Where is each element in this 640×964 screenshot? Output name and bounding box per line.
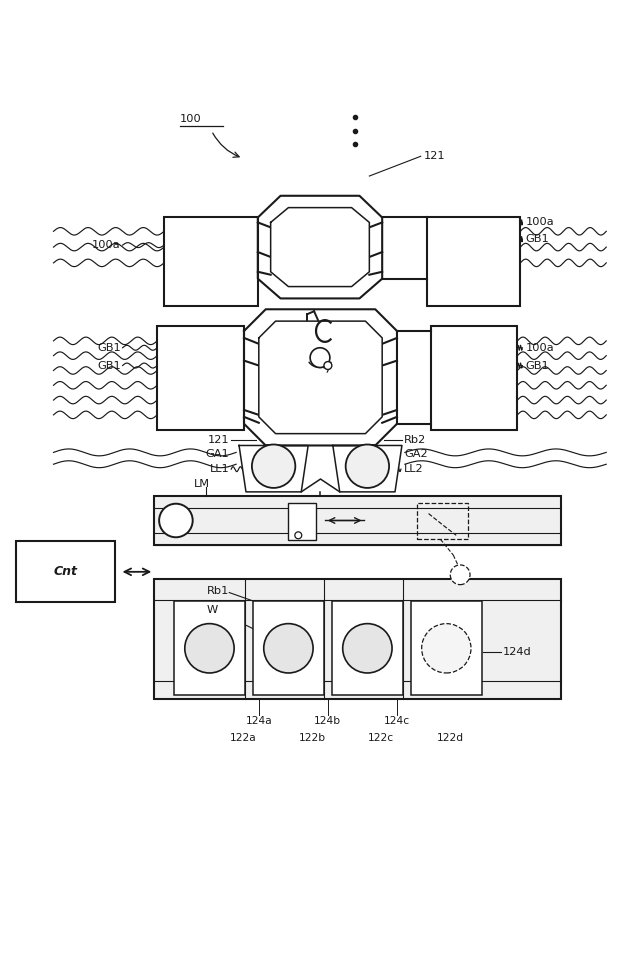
- Bar: [427, 218, 520, 307]
- Bar: [289, 503, 316, 540]
- Circle shape: [264, 624, 313, 673]
- Text: GB1: GB1: [525, 234, 549, 244]
- Text: 100a: 100a: [92, 240, 120, 250]
- Bar: [417, 503, 468, 539]
- Polygon shape: [244, 309, 397, 445]
- Text: GA2: GA2: [404, 449, 428, 460]
- Text: 124c: 124c: [384, 716, 410, 726]
- Circle shape: [346, 444, 389, 488]
- Text: GB1: GB1: [97, 343, 120, 353]
- Circle shape: [310, 348, 330, 367]
- Text: 122c: 122c: [368, 733, 394, 742]
- Text: 100a: 100a: [525, 343, 554, 353]
- Text: 121: 121: [424, 151, 445, 161]
- Text: GB1: GB1: [97, 361, 120, 370]
- Text: W: W: [207, 605, 218, 615]
- Circle shape: [295, 532, 301, 539]
- Text: Cnt: Cnt: [53, 565, 77, 578]
- Polygon shape: [258, 196, 382, 299]
- Text: 122b: 122b: [298, 733, 326, 742]
- Bar: [154, 578, 561, 699]
- Bar: [154, 495, 561, 546]
- Text: 124d: 124d: [502, 647, 531, 656]
- Text: 121: 121: [207, 435, 229, 444]
- Text: GB1: GB1: [525, 361, 549, 370]
- Text: Rb1: Rb1: [207, 585, 229, 596]
- Text: 124a: 124a: [245, 716, 272, 726]
- Text: GA1: GA1: [205, 449, 229, 460]
- Text: LL2: LL2: [404, 465, 424, 474]
- Circle shape: [159, 504, 193, 537]
- Bar: [332, 602, 403, 695]
- Bar: [164, 218, 258, 307]
- Circle shape: [252, 444, 295, 488]
- Text: 122d: 122d: [436, 733, 464, 742]
- Text: 100: 100: [180, 114, 202, 123]
- Bar: [431, 326, 517, 430]
- Polygon shape: [333, 445, 402, 492]
- Circle shape: [422, 624, 471, 673]
- Circle shape: [342, 624, 392, 673]
- Bar: [16, 541, 115, 602]
- Text: 122a: 122a: [230, 733, 257, 742]
- Polygon shape: [259, 321, 382, 434]
- Polygon shape: [239, 445, 308, 492]
- Circle shape: [185, 624, 234, 673]
- Circle shape: [324, 362, 332, 369]
- Polygon shape: [271, 207, 369, 286]
- Circle shape: [451, 565, 470, 584]
- Text: LM: LM: [194, 479, 210, 489]
- Bar: [411, 602, 482, 695]
- Text: 100a: 100a: [525, 218, 554, 228]
- Text: 124b: 124b: [314, 716, 342, 726]
- Bar: [174, 602, 245, 695]
- Bar: [157, 326, 244, 430]
- Text: LL1: LL1: [209, 465, 229, 474]
- Bar: [253, 602, 324, 695]
- Text: Rb2: Rb2: [404, 435, 426, 444]
